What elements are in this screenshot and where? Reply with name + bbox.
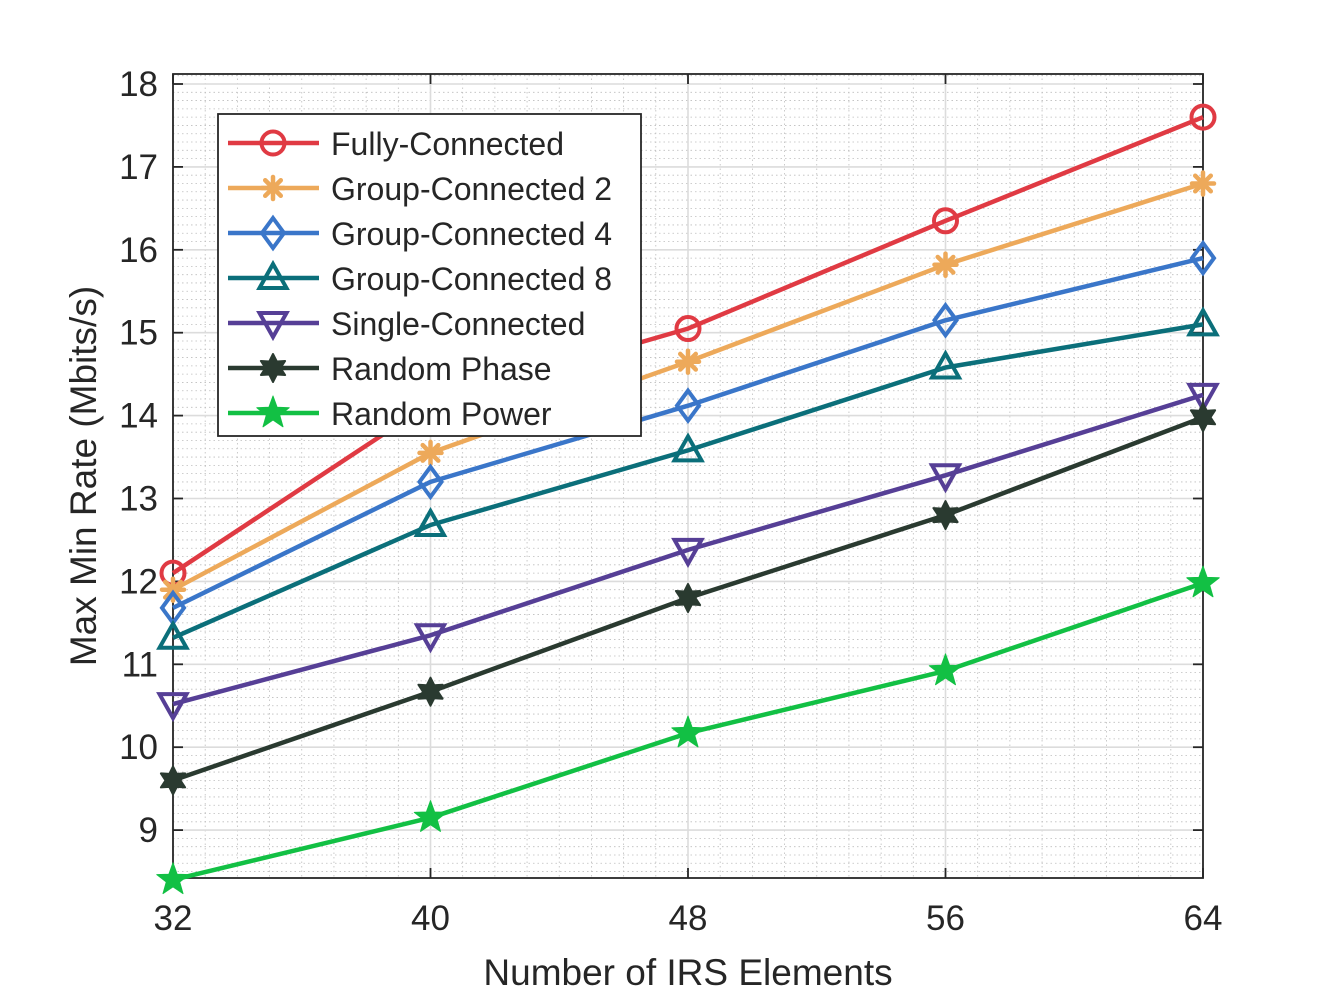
legend-label: Group-Connected 4: [331, 216, 612, 252]
legend-marker: [259, 214, 287, 252]
legend-box: [217, 113, 642, 437]
legend-label: Random Power: [331, 396, 552, 432]
data-point: [928, 349, 963, 380]
data-point: [413, 800, 448, 832]
series-line: [171, 115, 1204, 575]
series-group-connected-8: [156, 306, 1220, 650]
data-point: [417, 463, 444, 501]
legend-entry: Group-Connected 4: [228, 214, 612, 252]
asterisk-stroke: [935, 254, 956, 275]
legend-label: Single-Connected: [331, 306, 585, 342]
series-line: [172, 255, 1204, 610]
legend-label: Random Phase: [331, 351, 552, 387]
x-tick-label: 48: [669, 899, 708, 938]
data-point: [417, 439, 444, 467]
data-point: [932, 301, 959, 339]
legend-marker: [256, 395, 290, 428]
y-tick-label: 10: [119, 728, 158, 767]
data-point: [1189, 103, 1217, 131]
data-point: [413, 506, 448, 538]
series-layer: [156, 103, 1220, 895]
y-tick-label: 12: [119, 562, 158, 601]
y-tick-label: 18: [119, 65, 158, 104]
data-point: [674, 348, 702, 375]
legend-marker: [256, 311, 290, 342]
data-point: [1189, 402, 1217, 433]
data-point: [674, 387, 702, 425]
data-point: [156, 619, 190, 650]
series-random-power: [156, 565, 1220, 895]
data-point: [674, 315, 702, 343]
data-point: [671, 432, 705, 463]
data-point: [1189, 239, 1217, 277]
x-tick-label: 40: [411, 899, 450, 938]
y-axis-label: Max Min Rate (Mbits/s): [63, 286, 104, 666]
data-point: [671, 537, 705, 568]
legend-label: Fully-Connected: [331, 126, 564, 162]
data-point: [156, 692, 190, 723]
y-tick-label: 11: [122, 645, 158, 684]
data-point: [159, 765, 187, 796]
data-point: [1186, 382, 1220, 413]
legend-label: Group-Connected 2: [331, 171, 612, 207]
data-point: [932, 500, 959, 531]
data-point: [1189, 170, 1217, 197]
data-point: [1186, 565, 1220, 598]
asterisk-stroke: [677, 351, 699, 372]
legend-entry: Random Phase: [228, 351, 552, 387]
asterisk-stroke: [262, 177, 284, 199]
series-line: [172, 392, 1204, 707]
legend-marker: [259, 129, 287, 157]
y-tick-label: 15: [119, 314, 158, 353]
y-tick-label: 17: [119, 148, 158, 187]
data-point: [932, 207, 959, 235]
x-axis-label: Number of IRS Elements: [483, 952, 892, 993]
legend-marker: [259, 353, 287, 383]
data-point: [156, 862, 190, 895]
data-point: [932, 251, 959, 278]
series-line: [172, 322, 1204, 640]
data-point: [928, 653, 963, 686]
series-single-connected: [156, 382, 1220, 723]
legend-entry: Random Power: [228, 395, 552, 432]
legend-entry: Single-Connected: [228, 306, 585, 342]
x-tick-label: 64: [1184, 899, 1223, 938]
data-point: [1186, 306, 1220, 337]
data-point: [413, 623, 448, 654]
legend-label: Group-Connected 8: [331, 261, 612, 297]
series-random-phase: [159, 402, 1217, 796]
y-tick-label: 16: [119, 231, 158, 270]
y-tick-label: 13: [119, 480, 158, 519]
asterisk-stroke: [1192, 173, 1214, 194]
y-tick-label: 14: [119, 397, 158, 436]
legend-marker: [256, 259, 290, 290]
legend-entry: Group-Connected 8: [228, 259, 612, 297]
x-tick-label: 56: [926, 899, 965, 938]
data-point: [417, 676, 444, 707]
data-point: [674, 583, 702, 613]
asterisk-stroke: [420, 442, 441, 463]
y-tick-label: 9: [139, 811, 158, 850]
legend-entry: Fully-Connected: [228, 126, 564, 162]
x-tick-label: 32: [154, 899, 193, 938]
data-point: [671, 715, 705, 748]
series-group-connected-4: [159, 239, 1217, 627]
legend-marker: [259, 174, 287, 202]
legend-entry: Group-Connected 2: [228, 171, 612, 207]
legend: Fully-Connected Group-Connected 2 Group-Co…: [217, 113, 642, 437]
axis-ticks: 32 40 48 56 64 9 10 11 12 13 14 15 16 17 18: [119, 65, 1222, 938]
data-point: [928, 463, 963, 494]
